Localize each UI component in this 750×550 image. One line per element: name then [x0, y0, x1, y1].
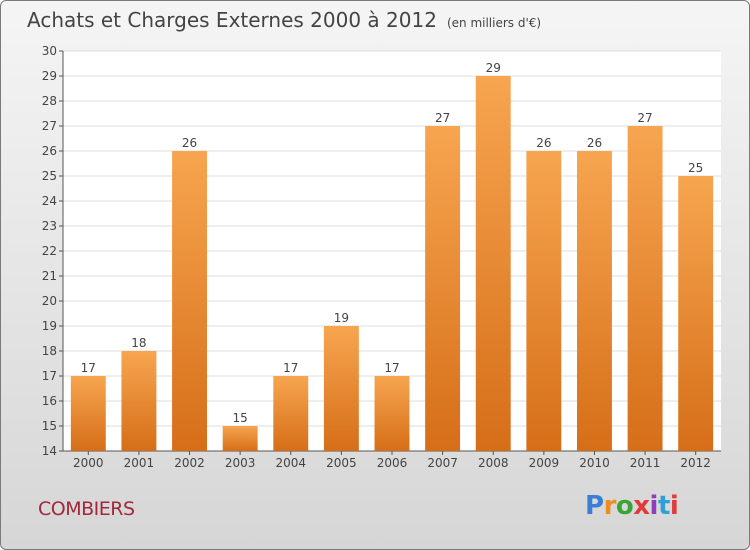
y-tick-label: 24 [42, 194, 57, 208]
x-tick-label: 2010 [579, 456, 610, 470]
y-tick-label: 14 [42, 444, 57, 458]
bar-value-label: 17 [384, 361, 399, 375]
bar [374, 376, 410, 451]
bar-value-label: 27 [435, 111, 450, 125]
y-tick-label: 30 [42, 44, 57, 58]
y-tick-label: 25 [42, 169, 57, 183]
x-tick-label: 2006 [377, 456, 408, 470]
x-tick-label: 2001 [124, 456, 155, 470]
bar [323, 326, 359, 451]
logo-letter: o [615, 491, 634, 521]
y-tick-label: 28 [42, 94, 57, 108]
x-tick-label: 2007 [427, 456, 458, 470]
logo-letter: i [649, 491, 659, 521]
y-tick-label: 18 [42, 344, 57, 358]
title-text: Achats et Charges Externes 2000 à 2012 [27, 8, 437, 32]
y-tick-label: 16 [42, 394, 57, 408]
bar [576, 151, 612, 451]
y-tick-label: 19 [42, 319, 57, 333]
bar [627, 126, 663, 451]
bar [425, 126, 461, 451]
bar-value-label: 18 [131, 336, 146, 350]
logo-letter: i [669, 491, 679, 521]
logo-letter: r [603, 491, 617, 521]
chart-title: Achats et Charges Externes 2000 à 2012 (e… [27, 8, 541, 32]
bar [273, 376, 309, 451]
bar-value-label: 17 [283, 361, 298, 375]
x-tick-label: 2004 [275, 456, 306, 470]
logo-letter: P [585, 491, 604, 521]
y-tick-label: 26 [42, 144, 57, 158]
x-tick-label: 2003 [225, 456, 256, 470]
y-tick-label: 17 [42, 369, 57, 383]
y-tick-label: 23 [42, 219, 57, 233]
y-tick-label: 27 [42, 119, 57, 133]
bar-value-label: 17 [81, 361, 96, 375]
bar [678, 176, 714, 451]
y-tick-label: 20 [42, 294, 57, 308]
y-tick-label: 29 [42, 69, 57, 83]
x-tick-label: 2000 [73, 456, 104, 470]
bar [222, 426, 258, 451]
bar [172, 151, 208, 451]
logo-letter: x [633, 491, 650, 521]
bar-value-label: 26 [587, 136, 602, 150]
y-tick-label: 15 [42, 419, 57, 433]
commune-name: COMBIERS [38, 498, 135, 520]
bar-value-label: 29 [486, 61, 501, 75]
logo-letter: t [657, 491, 670, 521]
x-tick-label: 2009 [529, 456, 560, 470]
bar [526, 151, 562, 451]
bar-value-label: 27 [637, 111, 652, 125]
bar [70, 376, 106, 451]
proxiti-logo: Proxiti [585, 491, 679, 521]
x-tick-label: 2011 [630, 456, 661, 470]
x-tick-label: 2012 [680, 456, 711, 470]
x-tick-label: 2002 [174, 456, 205, 470]
bar [121, 351, 157, 451]
y-tick-label: 22 [42, 244, 57, 258]
bar-value-label: 19 [334, 311, 349, 325]
x-tick-label: 2005 [326, 456, 357, 470]
bar-value-label: 26 [536, 136, 551, 150]
x-tick-label: 2008 [478, 456, 509, 470]
bar-value-label: 26 [182, 136, 197, 150]
bar [475, 76, 511, 451]
bar-value-label: 15 [233, 411, 248, 425]
y-tick-label: 21 [42, 269, 57, 283]
bar-value-label: 25 [688, 161, 703, 175]
unit-label: (en milliers d'€) [446, 16, 542, 30]
